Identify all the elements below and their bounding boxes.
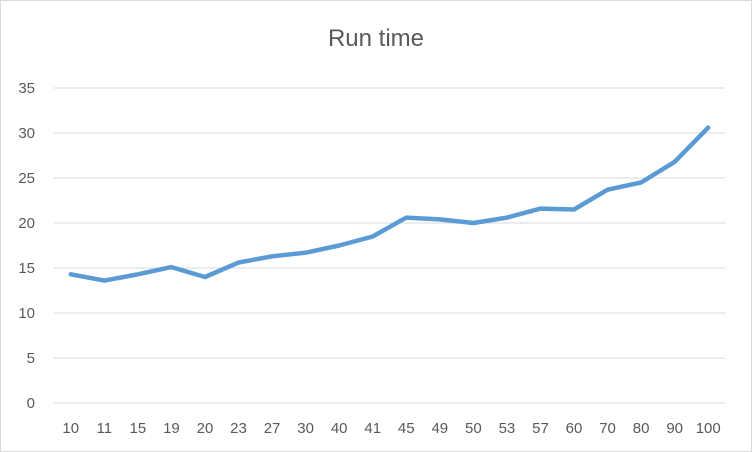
series-line-0 — [68, 125, 711, 283]
x-tick-label-15: 15 — [130, 420, 147, 437]
x-tick-label-60: 60 — [566, 420, 583, 437]
x-tick-label-90: 90 — [666, 420, 683, 437]
x-tick-label-57: 57 — [532, 420, 549, 437]
x-tick-label-41: 41 — [364, 420, 381, 437]
y-tick-label-30: 30 — [18, 125, 35, 142]
x-tick-label-49: 49 — [431, 420, 448, 437]
x-tick-label-30: 30 — [297, 420, 314, 437]
y-tick-label-0: 0 — [27, 395, 35, 412]
x-tick-label-23: 23 — [230, 420, 247, 437]
x-tick-label-11: 11 — [97, 420, 113, 437]
x-tick-label-50: 50 — [465, 420, 482, 437]
y-tick-label-25: 25 — [18, 170, 35, 187]
x-tick-label-45: 45 — [398, 420, 415, 437]
x-tick-label-40: 40 — [331, 420, 348, 437]
x-tick-label-20: 20 — [197, 420, 214, 437]
y-tick-label-10: 10 — [18, 305, 35, 322]
y-tick-label-20: 20 — [18, 215, 35, 232]
x-tick-label-53: 53 — [499, 420, 516, 437]
x-tick-label-10: 10 — [62, 420, 79, 437]
chart-title: Run time — [327, 25, 425, 52]
y-tick-label-5: 5 — [27, 350, 35, 367]
x-tick-label-100: 100 — [696, 420, 721, 437]
x-tick-label-70: 70 — [599, 420, 616, 437]
y-tick-label-35: 35 — [18, 80, 35, 97]
x-tick-label-19: 19 — [163, 420, 180, 437]
y-tick-label-15: 15 — [18, 260, 35, 277]
x-tick-label-80: 80 — [633, 420, 650, 437]
x-tick-label-27: 27 — [264, 420, 281, 437]
